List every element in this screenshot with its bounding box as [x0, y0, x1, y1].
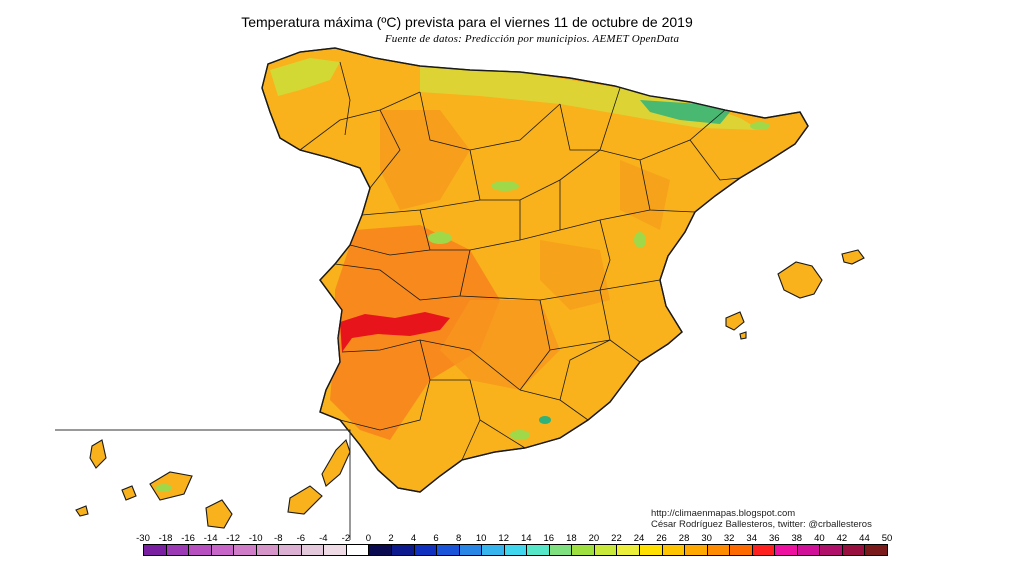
- canary-islands-inset: [55, 429, 351, 540]
- credit-website: http://climaenmapas.blogspot.com: [651, 508, 796, 519]
- map-subtitle: Fuente de datos: Predicción por municipi…: [384, 33, 680, 45]
- balearic-islands: [725, 249, 865, 340]
- credit-author: César Rodríguez Ballesteros, twitter: @c…: [651, 519, 872, 530]
- peninsula-map: [261, 47, 809, 493]
- map-title: Temperatura máxima (ºC) prevista para el…: [241, 14, 693, 30]
